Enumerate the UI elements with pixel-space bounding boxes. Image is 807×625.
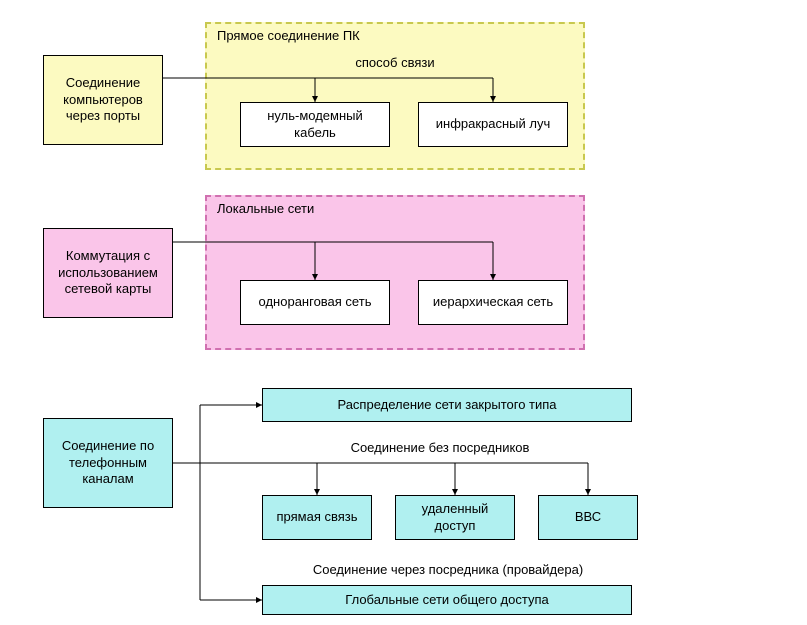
- node-null-modem: нуль-модемный кабель: [240, 102, 390, 147]
- node-remote-access: удаленный доступ: [395, 495, 515, 540]
- panel-title: Локальные сети: [217, 201, 314, 216]
- node-hierarchical: иерархическая сеть: [418, 280, 568, 325]
- subtitle-no-intermediary: Соединение без посредников: [300, 440, 580, 455]
- node-peer-to-peer: одноранговая сеть: [240, 280, 390, 325]
- node-infrared: инфракрасный луч: [418, 102, 568, 147]
- panel-direct-connection: Прямое соединение ПК: [205, 22, 585, 170]
- side-box-telephone: Соединение по телефонным каналам: [43, 418, 173, 508]
- node-closed-network: Распределение сети закрытого типа: [262, 388, 632, 422]
- subtitle-via-provider: Соединение через посредника (провайдера): [268, 562, 628, 577]
- panel-local-networks: Локальные сети: [205, 195, 585, 350]
- side-box-ports: Соединение компьютеров через порты: [43, 55, 163, 145]
- subtitle-connection-method: способ связи: [320, 55, 470, 70]
- panel-title: Прямое соединение ПК: [217, 28, 360, 43]
- side-box-network-card: Коммутация с использованием сетевой карт…: [43, 228, 173, 318]
- node-bbs: ВВС: [538, 495, 638, 540]
- node-global-networks: Глобальные сети общего доступа: [262, 585, 632, 615]
- node-direct-link: прямая связь: [262, 495, 372, 540]
